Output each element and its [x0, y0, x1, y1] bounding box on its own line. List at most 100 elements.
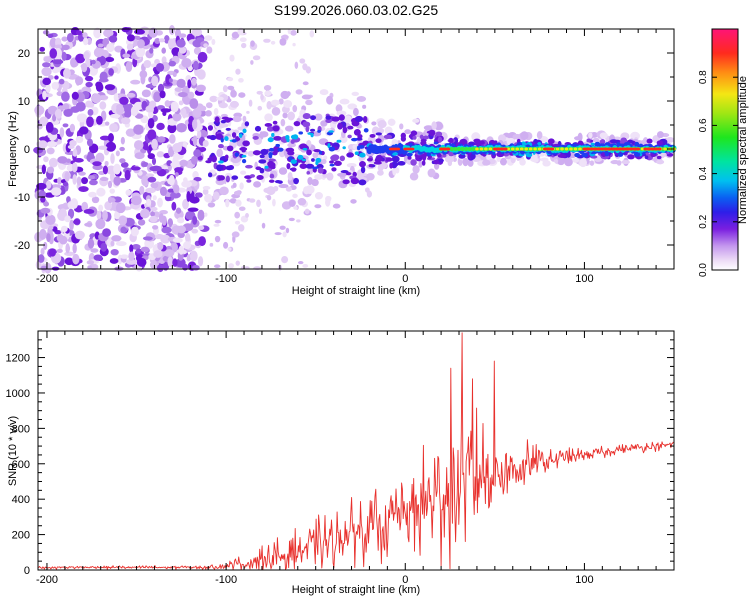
noise-blob — [167, 38, 175, 50]
band-core — [412, 135, 417, 140]
band-blue — [298, 131, 303, 135]
band-core — [216, 164, 224, 172]
noise-blob — [231, 31, 240, 39]
noise-blob — [75, 135, 84, 144]
colorbar-tick-label: 0.8 — [698, 70, 709, 84]
noise-blob — [72, 243, 77, 254]
band-core — [226, 117, 234, 121]
noise-blob — [159, 186, 168, 196]
band-halo — [320, 120, 328, 127]
noise-blob — [130, 226, 139, 237]
noise-blob — [169, 134, 176, 144]
noise-blob — [137, 219, 146, 226]
band-halo — [579, 158, 587, 168]
noise-blob — [170, 101, 179, 113]
band-core — [373, 161, 382, 165]
band-core — [422, 135, 430, 140]
noise-blob — [70, 59, 78, 68]
band-halo — [232, 115, 242, 123]
noise-blob — [96, 115, 103, 125]
band-core — [368, 163, 373, 168]
noise-blob — [48, 225, 54, 230]
noise-blob — [72, 253, 80, 265]
band-halo — [278, 167, 288, 175]
snr-xlabel: Height of straight line (km) — [292, 584, 420, 596]
band-halo — [377, 169, 384, 176]
ridge-green — [449, 147, 455, 151]
noise-blob — [40, 247, 45, 256]
noise-blob — [181, 108, 187, 119]
noise-blob — [140, 208, 150, 219]
noise-blob — [181, 180, 193, 188]
spectrogram-ytick-label: 0 — [24, 144, 30, 156]
noise-blob — [152, 225, 159, 230]
band-halo — [536, 131, 543, 140]
band-halo — [238, 92, 246, 98]
noise-blob — [93, 254, 103, 261]
noise-blob — [171, 201, 177, 211]
band-halo — [657, 131, 664, 139]
noise-blob — [162, 110, 167, 116]
noise-blob — [47, 33, 54, 39]
band-blue — [391, 152, 399, 156]
noise-blob — [152, 195, 157, 201]
noise-blob — [141, 161, 149, 167]
noise-blob — [61, 44, 70, 51]
noise-blob — [108, 197, 116, 203]
band-blue — [624, 141, 631, 145]
noise-blob — [133, 140, 144, 150]
band-core — [256, 175, 264, 180]
noise-blob — [245, 213, 249, 218]
ridge-green — [471, 147, 476, 151]
band-blue — [590, 142, 595, 146]
noise-blob — [74, 76, 84, 86]
band-core — [268, 179, 275, 183]
noise-blob — [84, 222, 93, 227]
noise-blob — [157, 197, 163, 208]
noise-blob — [227, 247, 232, 251]
noise-blob — [164, 100, 171, 108]
noise-blob — [113, 196, 122, 203]
noise-blob — [202, 188, 209, 196]
band-halo — [462, 157, 469, 167]
colorbar: 0.0 0.2 0.4 0.6 0.8 Normalized spectral ampl… — [698, 28, 749, 277]
noise-blob — [56, 248, 63, 254]
noise-blob — [39, 116, 49, 127]
ridge-yellow — [510, 147, 515, 151]
ridge-yellow — [569, 147, 573, 151]
noise-blob — [140, 246, 150, 253]
band-halo — [467, 159, 474, 167]
noise-blob — [235, 260, 240, 266]
noise-blob — [71, 162, 78, 173]
noise-blob — [172, 258, 178, 267]
band-core — [220, 119, 227, 124]
band-core — [252, 135, 259, 140]
band-core — [329, 160, 335, 164]
ridge-red — [657, 147, 662, 151]
band-core — [384, 157, 393, 162]
band-blue — [302, 147, 308, 151]
band-blue — [354, 151, 359, 156]
noise-blob — [145, 173, 155, 178]
noise-blob — [91, 196, 100, 204]
band-core — [260, 148, 269, 156]
snr-ylabel: SNR (10 * v/v) — [7, 416, 19, 486]
band-blue — [358, 144, 365, 149]
band-halo — [377, 120, 387, 129]
noise-blob — [104, 201, 113, 211]
noise-blob — [125, 61, 133, 73]
band-halo — [336, 110, 347, 116]
noise-blob — [141, 175, 150, 187]
noise-blob — [43, 201, 50, 207]
noise-blob — [64, 257, 74, 266]
noise-blob — [179, 159, 188, 167]
band-core — [333, 160, 342, 167]
noise-blob — [87, 109, 94, 116]
band-core — [353, 129, 361, 136]
noise-blob — [170, 191, 181, 199]
band-core — [448, 137, 454, 144]
band-core — [302, 113, 311, 120]
noise-blob — [52, 59, 64, 65]
band-core — [217, 175, 225, 181]
noise-blob — [147, 176, 157, 183]
